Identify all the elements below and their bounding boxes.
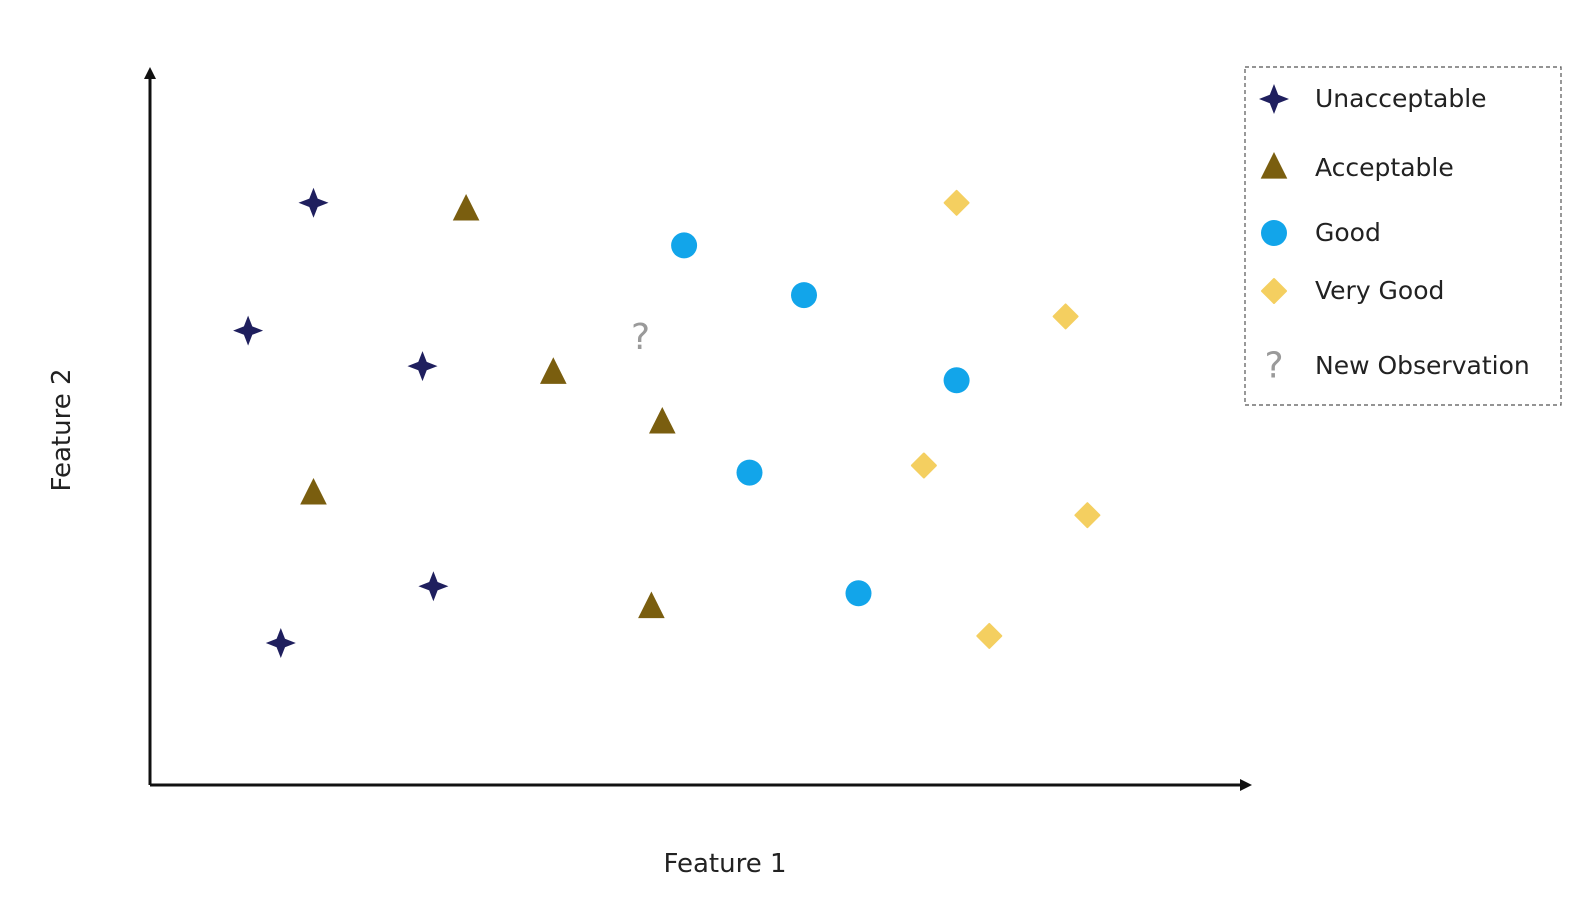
legend: Unacceptable Acceptable Good Very Good? New … bbox=[1244, 66, 1562, 406]
point-good-1 bbox=[671, 232, 698, 259]
point-good-5 bbox=[845, 580, 872, 607]
y-axis-label: Feature 2 bbox=[47, 368, 77, 491]
point-very-good-1 bbox=[943, 189, 970, 216]
legend-marker-unacceptable bbox=[1259, 84, 1289, 114]
legend-label-very-good: Very Good bbox=[1315, 276, 1444, 305]
point-good-2 bbox=[791, 282, 817, 309]
legend-item-good: Good bbox=[1261, 218, 1381, 247]
point-acceptable-5 bbox=[638, 591, 665, 619]
point-good-3 bbox=[943, 367, 970, 394]
point-unacceptable-4 bbox=[418, 571, 449, 602]
series-unacceptable bbox=[233, 187, 449, 658]
point-very-good-5 bbox=[976, 622, 1003, 649]
point-new-observation-1: ? bbox=[631, 317, 650, 358]
point-acceptable-4 bbox=[300, 477, 327, 505]
point-unacceptable-3 bbox=[407, 351, 438, 382]
point-very-good-2 bbox=[1052, 303, 1079, 330]
axes: Feature 1 Feature 2 bbox=[47, 67, 1252, 879]
legend-marker-acceptable bbox=[1260, 152, 1288, 179]
point-acceptable-2 bbox=[540, 357, 567, 384]
legend-label-good: Good bbox=[1315, 218, 1381, 247]
point-very-good-4 bbox=[1074, 502, 1101, 529]
legend-marker-very-good bbox=[1261, 278, 1287, 304]
point-unacceptable-5 bbox=[265, 628, 296, 658]
legend-item-new-observation: ? New Observation bbox=[1264, 345, 1529, 386]
legend-marker-new-observation: ? bbox=[1264, 345, 1283, 386]
point-very-good-3 bbox=[910, 452, 937, 479]
legend-label-acceptable: Acceptable bbox=[1315, 153, 1454, 182]
legend-label-unacceptable: Unacceptable bbox=[1315, 84, 1487, 113]
legend-item-unacceptable: Unacceptable bbox=[1259, 84, 1487, 114]
legend-label-new-observation: New Observation bbox=[1315, 351, 1530, 380]
point-unacceptable-1 bbox=[298, 187, 329, 218]
point-acceptable-3 bbox=[649, 406, 676, 434]
series-very-good bbox=[910, 189, 1101, 649]
legend-marker-good bbox=[1261, 220, 1287, 246]
point-good-4 bbox=[736, 459, 763, 486]
legend-item-acceptable: Acceptable bbox=[1260, 152, 1454, 182]
y-axis-arrow bbox=[144, 67, 156, 79]
series-acceptable bbox=[300, 193, 676, 619]
series-good bbox=[671, 232, 970, 607]
point-unacceptable-2 bbox=[233, 315, 264, 346]
x-axis-label: Feature 1 bbox=[663, 849, 786, 879]
data-points: ? bbox=[233, 187, 1101, 658]
series-new-observation: ? bbox=[631, 317, 650, 358]
legend-box bbox=[1244, 66, 1562, 406]
legend-item-very-good: Very Good bbox=[1261, 276, 1444, 305]
point-acceptable-1 bbox=[452, 193, 480, 221]
x-axis-arrow bbox=[1240, 779, 1252, 791]
